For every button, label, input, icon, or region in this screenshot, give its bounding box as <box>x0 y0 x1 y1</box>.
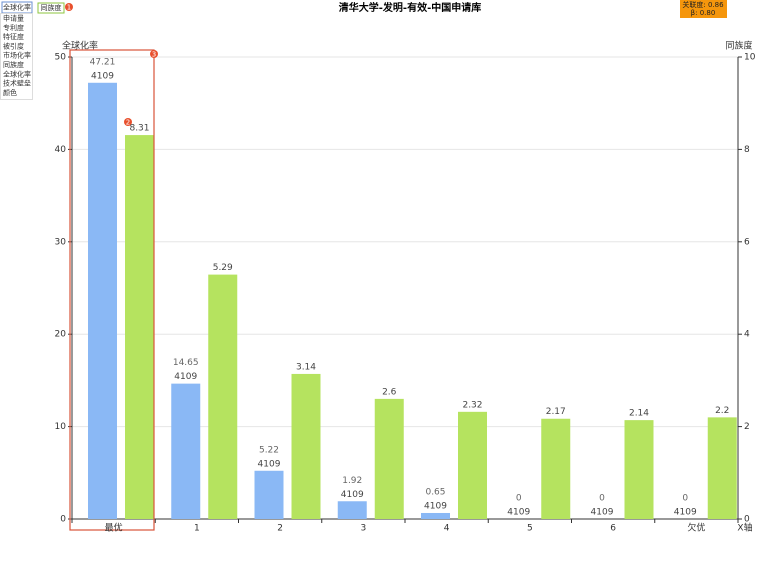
bar <box>458 411 487 519</box>
dropdown-list <box>0 13 33 100</box>
bar <box>125 135 154 519</box>
y2-tick-label: 4 <box>744 330 750 340</box>
bar <box>337 501 367 519</box>
x-tick-label: 最优 <box>105 522 123 534</box>
bar <box>707 417 737 519</box>
count-label: 4109 <box>674 508 697 518</box>
button-label[interactable]: 同族度 <box>41 3 62 12</box>
count-label: 4109 <box>341 490 364 500</box>
dropdown-option[interactable]: 同族度 <box>3 60 24 69</box>
bar <box>171 383 201 519</box>
y-tick-label: 30 <box>55 237 67 247</box>
value-label: 14.65 <box>173 358 199 368</box>
dropdown-option[interactable]: 颜色 <box>3 88 17 97</box>
y2-axis-label: 同族度 <box>725 40 752 52</box>
value-label: 0 <box>599 494 605 504</box>
dropdown-option[interactable]: 市场化率 <box>3 51 31 60</box>
y2-tick-label: 6 <box>744 237 750 247</box>
value-label: 8.31 <box>129 124 149 134</box>
value-label: 2.2 <box>715 406 729 416</box>
x-tick-label: 5 <box>527 524 533 534</box>
bar <box>88 82 117 519</box>
count-label: 4109 <box>591 508 614 518</box>
count-label: 4109 <box>424 501 447 511</box>
count-label: 4109 <box>91 71 114 81</box>
badge-label: 3 <box>152 51 156 59</box>
value-label: 2.14 <box>629 409 649 419</box>
bar <box>291 373 321 519</box>
y-tick-label: 20 <box>55 330 67 340</box>
value-label: 2.17 <box>546 407 566 417</box>
badge <box>65 3 73 11</box>
x-tick-label: 3 <box>361 524 367 534</box>
y-tick-label: 40 <box>55 145 67 155</box>
y-tick-label: 0 <box>60 515 66 525</box>
value-label: 47.21 <box>90 57 116 67</box>
value-label: 5.22 <box>259 445 279 455</box>
y-tick-label: 10 <box>55 422 67 432</box>
badge-label: 2 <box>126 119 130 127</box>
info-box <box>680 0 727 18</box>
bar <box>374 398 404 519</box>
x-tick-label: 2 <box>277 524 283 534</box>
dropdown-option[interactable]: 技术壁垒 <box>3 79 31 88</box>
dropdown-option[interactable]: 申请量 <box>3 14 24 23</box>
chart-title: 清华大学-发明-有效-中国申请库 <box>339 1 481 14</box>
bar <box>208 274 238 519</box>
value-label: 5.29 <box>213 263 233 273</box>
x-tick-label: 6 <box>610 524 616 534</box>
y2-tick-label: 0 <box>744 515 750 525</box>
y2-tick-label: 10 <box>744 53 756 63</box>
info-line: 关联度: 0.86 <box>682 0 724 9</box>
y-tick-label: 50 <box>55 53 67 63</box>
highlight-box <box>69 49 155 531</box>
badge <box>124 118 132 126</box>
badge <box>150 50 158 58</box>
value-label: 2.6 <box>382 387 397 397</box>
value-label: 3.14 <box>296 362 316 372</box>
info-line: β: 0.80 <box>691 9 716 17</box>
bar <box>421 512 450 519</box>
value-label: 1.92 <box>342 476 362 486</box>
button[interactable] <box>37 2 65 14</box>
count-label: 4109 <box>507 508 530 518</box>
count-label: 4109 <box>174 372 197 382</box>
bar <box>624 420 654 519</box>
value-label: 0 <box>516 494 522 504</box>
y2-tick-label: 8 <box>744 145 750 155</box>
bar <box>541 418 571 519</box>
value-label: 0.65 <box>425 487 445 497</box>
x-axis-label: X轴 <box>737 522 752 534</box>
dropdown-option[interactable]: 专利度 <box>3 23 24 32</box>
count-label: 4109 <box>258 459 281 469</box>
y2-tick-label: 2 <box>744 422 750 432</box>
value-label: 2.32 <box>462 400 482 410</box>
dropdown-option[interactable]: 全球化率 <box>3 69 31 78</box>
value-label: 0 <box>682 494 688 504</box>
y-axis-label: 全球化率 <box>62 40 98 52</box>
dropdown-selected[interactable]: 全球化率 <box>3 3 31 12</box>
badge-label: 1 <box>67 4 71 12</box>
x-tick-label: 1 <box>194 524 200 534</box>
dropdown-option[interactable]: 被引度 <box>3 41 24 50</box>
bar <box>254 470 284 519</box>
x-tick-label: 4 <box>444 524 450 534</box>
x-tick-label: 欠优 <box>687 522 705 534</box>
dropdown-option[interactable]: 特征度 <box>3 32 24 41</box>
